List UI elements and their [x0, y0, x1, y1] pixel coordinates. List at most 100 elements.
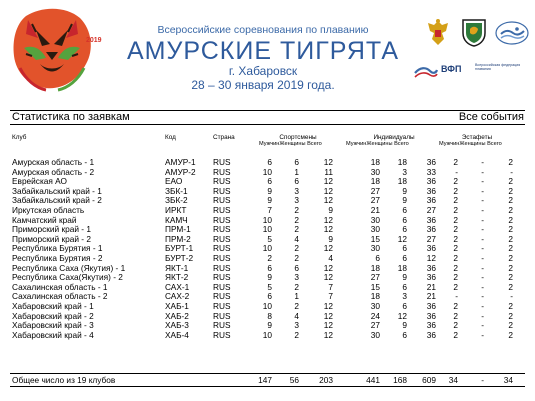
khabarovsk-coat-of-arms — [462, 19, 486, 47]
header-rule — [10, 124, 525, 125]
club-country: RUS — [213, 301, 231, 311]
individual-women: 6 — [402, 243, 407, 254]
relays-all: 2 — [508, 253, 513, 263]
club-code: ЯКТ-2 — [165, 272, 189, 283]
individual-men: 27 — [370, 272, 380, 283]
athletes-men: 6 — [267, 157, 272, 167]
individual-all: 36 — [426, 243, 436, 254]
club-name: Республика Бурятия - 1 — [12, 243, 103, 254]
relays-men: 2 — [453, 272, 458, 283]
relays-men: 2 — [453, 310, 458, 321]
individual-men: 30 — [370, 329, 380, 340]
individual-all: 36 — [426, 157, 436, 167]
athletes-women: 3 — [294, 185, 299, 196]
relays-women: - — [481, 205, 484, 215]
total-label: Общее число из 19 клубов — [12, 375, 116, 385]
relays-women: - — [481, 195, 484, 206]
total-row: Общее число из 19 клубов 147 56 203 441 … — [0, 375, 535, 385]
club-country: RUS — [213, 205, 231, 215]
event-dates: 28 – 30 января 2019 года. — [191, 78, 335, 92]
event-title: Всероссийские соревнования по плаванию — [157, 24, 369, 36]
relays-women: - — [481, 166, 484, 177]
athletes-men: 5 — [267, 281, 272, 292]
individual-women: 18 — [397, 262, 407, 273]
individual-women: 3 — [402, 291, 407, 302]
table-row: Сахалинская область - 1 САХ-1 RUS 5 2 7 15 6 21 2… — [0, 281, 535, 292]
tiger-mascot-logo — [13, 8, 91, 92]
total-relays-men: 34 — [448, 375, 458, 385]
individual-all: 27 — [426, 205, 436, 215]
club-code: АМУР-1 — [165, 157, 196, 167]
table-row: Хабаровский край - 3 ХАБ-3 RUS 9 3 12 27 9 36 2 - 2 — [0, 321, 535, 330]
individual-all: 36 — [426, 224, 436, 235]
relays-all: 2 — [508, 157, 513, 167]
athletes-women: 2 — [294, 281, 299, 292]
club-name: Хабаровский край - 1 — [12, 301, 94, 311]
relays-men: 2 — [453, 205, 458, 215]
relays-women: - — [481, 233, 484, 244]
table-row: Хабаровский край - 2 ХАБ-2 RUS 8 4 12 24 12 36 2 -… — [0, 310, 535, 321]
total-relays-all: 34 — [503, 375, 513, 385]
club-country: RUS — [213, 320, 231, 331]
subcol-relays: МужчинЖенщины Всего — [439, 141, 502, 147]
col-athletes: Спортсмены — [279, 134, 317, 141]
athletes-all: 12 — [323, 243, 333, 254]
club-country: RUS — [213, 224, 231, 235]
relays-women: - — [481, 262, 484, 273]
relays-men: - — [455, 166, 458, 177]
individual-men: 27 — [370, 320, 380, 331]
vfp-logo-text: ВФП — [441, 64, 462, 74]
athletes-women: 1 — [294, 291, 299, 302]
relays-all: 2 — [508, 224, 513, 235]
relays-men: 2 — [453, 185, 458, 196]
athletes-men: 10 — [262, 224, 272, 235]
club-name: Приморский край - 1 — [12, 224, 91, 235]
athletes-women: 6 — [294, 176, 299, 187]
bottom-rule — [10, 386, 525, 387]
athletes-men: 2 — [267, 253, 272, 263]
athletes-men: 6 — [267, 176, 272, 187]
individual-women: 6 — [402, 224, 407, 235]
club-name: Хабаровский край - 3 — [12, 320, 94, 331]
total-athletes-all: 203 — [319, 375, 333, 385]
relays-women: - — [481, 291, 484, 302]
table-row: Республика Саха (Якутия) - 1 ЯКТ-1 RUS 6 6 12… — [0, 262, 535, 273]
athletes-all: 12 — [323, 272, 333, 283]
club-name: Сахалинская область - 1 — [12, 281, 108, 292]
relays-men: 2 — [453, 329, 458, 340]
event-brand: АМУРСКИЕ ТИГРЯТА — [126, 37, 400, 65]
club-country: RUS — [213, 310, 231, 321]
individual-men: 30 — [370, 243, 380, 254]
club-code: ХАБ-2 — [165, 310, 189, 321]
individual-all: 27 — [426, 233, 436, 244]
relays-men: 2 — [453, 195, 458, 206]
club-country: RUS — [213, 243, 231, 254]
individual-all: 21 — [426, 291, 436, 302]
club-country: RUS — [213, 157, 231, 167]
relays-men: 2 — [453, 262, 458, 273]
table-row: Приморский край - 1 ПРМ-1 RUS 10 2 12 30 6 36 2 - 2 — [0, 225, 535, 234]
relays-women: - — [481, 185, 484, 196]
relays-all: 2 — [508, 243, 513, 254]
vfp-wave-logo — [414, 67, 438, 78]
subcol-athletes: МужчинЖенщины Всего — [259, 141, 322, 147]
vfp-logo-subtitle: Всероссийская федерация плавания — [475, 63, 521, 72]
table-row: Амурская область - 1 АМУР-1 RUS 6 6 12 18 18 36 2… — [0, 158, 535, 167]
individual-women: 12 — [397, 310, 407, 321]
club-code: ЗБК-1 — [165, 185, 188, 196]
club-code: БУРТ-2 — [165, 253, 194, 263]
club-country: RUS — [213, 329, 231, 340]
swimming-federation-logo — [495, 21, 529, 45]
individual-women: 6 — [402, 253, 407, 263]
club-code: ХАБ-3 — [165, 320, 189, 331]
relays-all: 2 — [508, 176, 513, 187]
table-row: Забайкальский край - 1 ЗБК-1 RUS 9 3 12 27 9 36 2… — [0, 185, 535, 196]
relays-women: - — [481, 301, 484, 311]
relays-all: 2 — [508, 281, 513, 292]
relays-women: - — [481, 281, 484, 292]
club-name: Забайкальский край - 1 — [12, 185, 102, 196]
individual-all: 36 — [426, 301, 436, 311]
col-individual: Индивидуалы — [373, 134, 415, 141]
table-row: Сахалинская область - 2 САХ-2 RUS 6 1 7 18 3 21 -… — [0, 292, 535, 301]
club-code: ПРМ-1 — [165, 224, 191, 235]
